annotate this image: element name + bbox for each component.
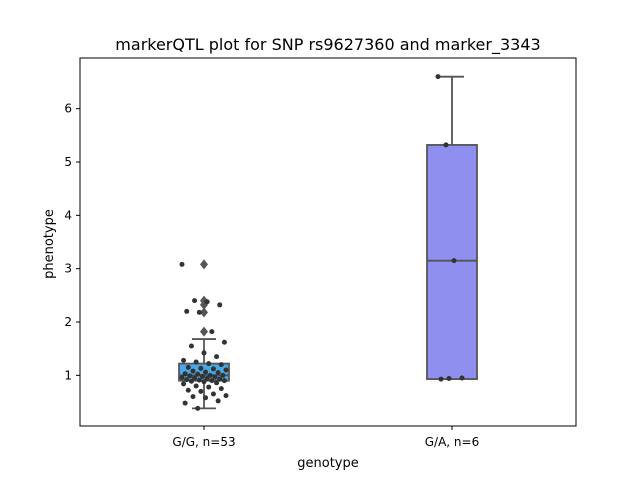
data-point	[196, 309, 202, 315]
plot-area	[79, 57, 577, 427]
x-tick-label: G/A, n=6	[425, 435, 479, 449]
data-point	[201, 350, 207, 356]
data-point	[184, 308, 190, 314]
y-tick-label: 4	[64, 208, 72, 222]
data-point	[218, 386, 224, 392]
data-point	[188, 343, 194, 349]
data-point	[187, 373, 193, 379]
data-point	[221, 339, 227, 345]
data-point	[182, 400, 188, 406]
data-point	[215, 398, 221, 404]
data-point	[185, 364, 191, 370]
data-point	[195, 405, 201, 411]
data-point	[212, 374, 218, 380]
data-point	[184, 377, 190, 383]
y-tick-label: 5	[64, 155, 72, 169]
y-tick-label: 3	[64, 262, 72, 276]
data-point	[204, 299, 210, 305]
data-point	[218, 362, 224, 368]
data-point	[207, 372, 213, 378]
y-tick-label: 2	[64, 315, 72, 329]
x-axis-label: genotype	[297, 456, 358, 471]
outlier-marker	[200, 326, 208, 337]
data-point	[435, 74, 441, 80]
data-point	[192, 298, 198, 304]
data-point	[198, 388, 204, 394]
data-point	[221, 378, 227, 384]
data-point	[190, 368, 196, 374]
data-point	[185, 387, 191, 393]
data-point	[214, 354, 220, 360]
data-point	[206, 361, 212, 367]
data-point	[217, 376, 223, 382]
data-point	[209, 329, 215, 335]
data-point	[443, 142, 449, 148]
data-point	[179, 261, 185, 267]
outlier-marker	[200, 259, 208, 270]
data-point	[451, 258, 457, 264]
data-point	[179, 374, 185, 380]
data-point	[223, 393, 229, 399]
outlier-marker	[200, 307, 208, 318]
data-point	[196, 377, 202, 383]
data-point	[223, 367, 229, 373]
x-axis: G/G, n=53 G/A, n=6	[172, 426, 479, 449]
data-point	[199, 373, 205, 379]
data-point	[188, 378, 194, 384]
data-point	[203, 369, 209, 375]
data-point	[214, 380, 220, 386]
data-point	[209, 378, 215, 384]
data-point	[203, 395, 209, 401]
chart-title: markerQTL plot for SNP rs9627360 and mar…	[115, 35, 540, 55]
data-point	[201, 379, 207, 385]
y-tick-label: 1	[64, 368, 72, 382]
data-point	[182, 371, 188, 377]
data-point	[210, 391, 216, 397]
data-point	[192, 375, 198, 381]
data-point	[459, 375, 465, 381]
y-axis-label: phenotype	[42, 209, 57, 279]
points-layer	[179, 74, 465, 411]
data-point	[193, 359, 199, 365]
y-axis: 1 2 3 4 5 6	[64, 102, 80, 382]
data-point	[198, 365, 204, 371]
data-point	[204, 376, 210, 382]
data-point	[195, 371, 201, 377]
data-point	[220, 372, 226, 378]
data-point	[190, 394, 196, 400]
data-point	[215, 370, 221, 376]
data-point	[193, 383, 199, 389]
data-point	[181, 357, 187, 363]
data-point	[210, 366, 216, 372]
data-point	[438, 376, 444, 382]
data-point	[206, 384, 212, 390]
data-point	[446, 376, 452, 382]
data-point	[217, 302, 223, 308]
x-tick-label: G/G, n=53	[172, 435, 235, 449]
y-tick-label: 6	[64, 102, 72, 116]
data-point	[181, 381, 187, 387]
